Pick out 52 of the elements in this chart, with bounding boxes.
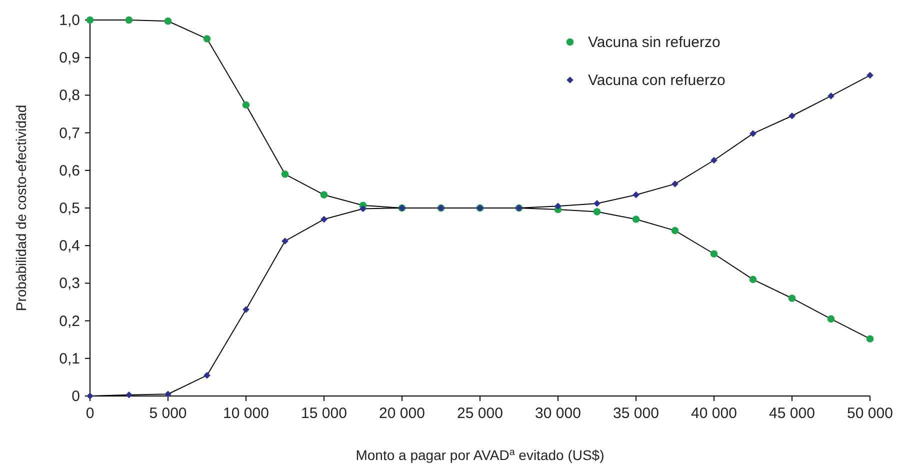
point: [827, 315, 835, 323]
point: [320, 191, 328, 198]
point: [320, 216, 328, 223]
point: [242, 101, 250, 109]
y-tick-label: 0,9: [59, 50, 80, 67]
point: [360, 205, 366, 212]
point: [593, 208, 601, 216]
x-tick-label: 40 000: [691, 405, 737, 422]
point: [126, 391, 132, 398]
point: [164, 390, 172, 398]
x-tick-label: 30 000: [535, 405, 581, 422]
y-axis-title: Probabilidad de costo-efectividad: [13, 104, 29, 312]
point: [671, 226, 679, 234]
x-tick-label: 20 000: [379, 405, 425, 422]
x-tick-label: 10 000: [223, 405, 269, 422]
y-tick-label: 0,7: [59, 124, 80, 142]
point: [632, 191, 640, 198]
x-tick-label: 25 000: [457, 405, 503, 422]
y-tick-label: 0,3: [59, 275, 80, 292]
point: [554, 202, 562, 210]
x-tick-label: 50 000: [847, 405, 893, 422]
point: [710, 250, 718, 258]
y-tick-label: 0,4: [59, 238, 80, 255]
point: [203, 35, 211, 42]
y-tick-label: 0,6: [59, 162, 80, 180]
point: [710, 156, 718, 164]
y-tick-label: 0,8: [59, 87, 80, 104]
x-tick-label: 15 000: [301, 405, 347, 422]
point: [788, 112, 796, 120]
y-tick-label: 0,5: [59, 200, 80, 217]
point: [204, 372, 210, 379]
point: [866, 72, 874, 79]
point: [788, 294, 796, 302]
y-tick-label: 1,0: [59, 12, 80, 29]
x-tick-label: 45 000: [769, 405, 815, 422]
point: [749, 276, 757, 284]
x-tick-label: 35 000: [613, 405, 659, 422]
point: [866, 335, 874, 342]
point: [125, 16, 133, 24]
point: [632, 216, 640, 223]
point: [281, 170, 289, 178]
x-axis-title: Monto a pagar por AVAD$^{a}$ evitado (US$): [356, 446, 604, 463]
point: [672, 180, 678, 188]
x-tick-label: 0: [86, 405, 94, 422]
y-tick-label: 0,2: [59, 312, 80, 330]
point: [282, 238, 288, 245]
x-tick-label: 5 000: [149, 405, 187, 422]
legend-label: Vacuna sin refuerzo: [588, 34, 720, 51]
legend-label: Vacuna con refuerzo: [588, 72, 726, 89]
point: [164, 17, 172, 25]
y-tick-label: 0: [72, 388, 80, 405]
y-tick-label: 0,1: [59, 350, 80, 368]
